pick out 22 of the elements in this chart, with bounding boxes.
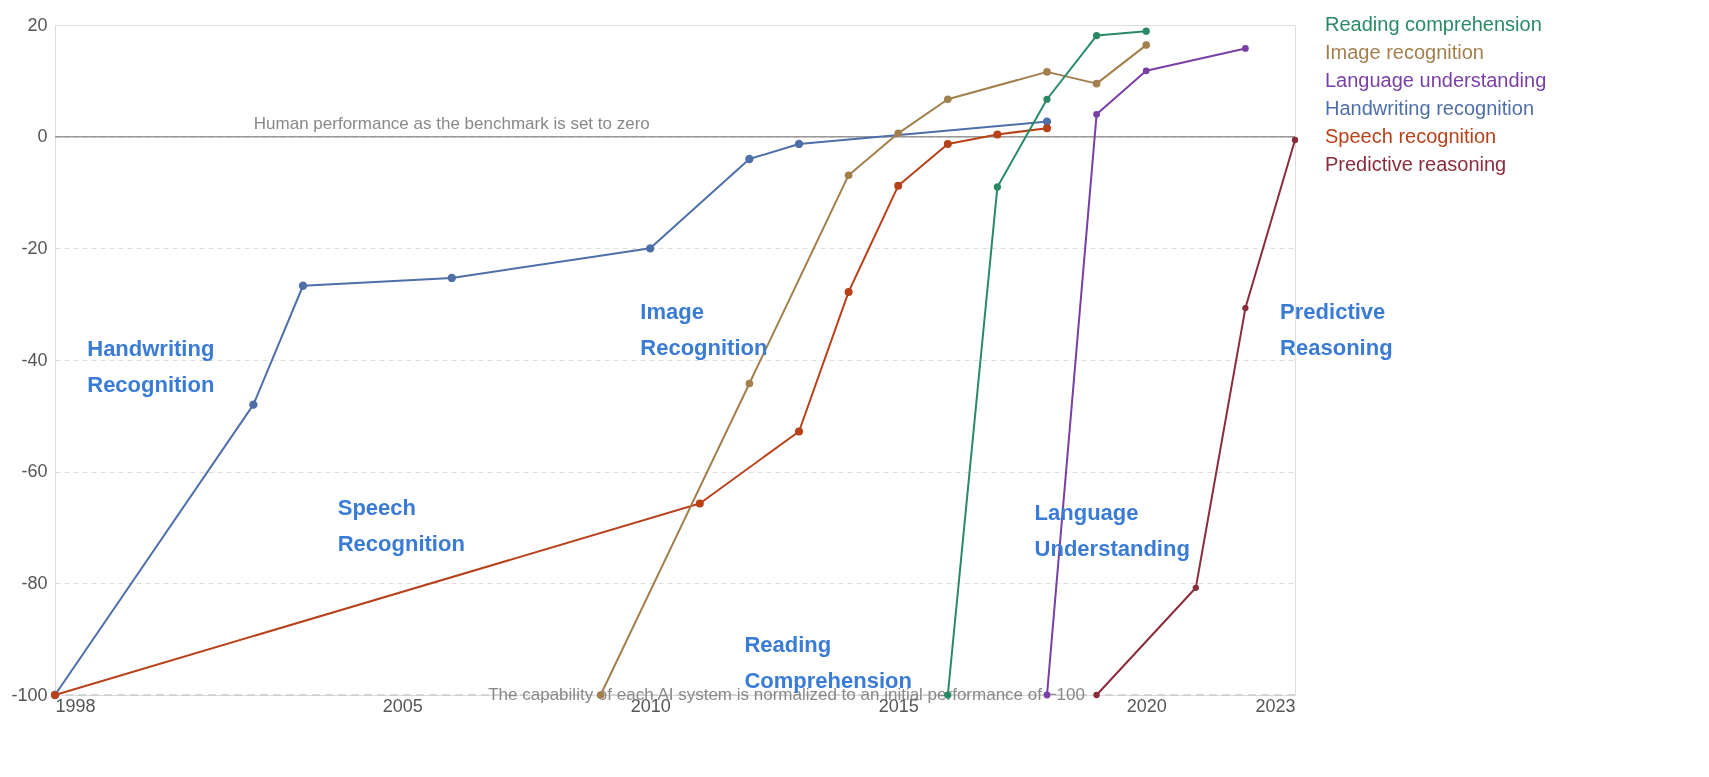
y-tick-label: 0 bbox=[37, 126, 48, 147]
text: Language understanding bbox=[1325, 69, 1547, 91]
x-tick-label: 2023 bbox=[1255, 695, 1296, 716]
x-tick-label: 2005 bbox=[382, 695, 423, 716]
annotation: Handwriting Recognition bbox=[87, 335, 215, 397]
annotation: Speech Recognition bbox=[337, 495, 465, 557]
y-tick-label: -80 bbox=[21, 572, 48, 593]
text: Image recognition bbox=[1325, 41, 1484, 63]
y-tick-label: -20 bbox=[21, 237, 48, 258]
y-tick-label: 20 bbox=[27, 14, 48, 35]
annotation: Predictive Reasoning bbox=[1280, 299, 1393, 361]
y-tick-label: -40 bbox=[21, 349, 48, 370]
series-label: Predictive reasoning bbox=[1325, 153, 1507, 175]
y-tick-label: -100 bbox=[11, 684, 48, 705]
x-tick-label: 1998 bbox=[55, 695, 96, 716]
x-tick-label: 2020 bbox=[1126, 695, 1167, 716]
y-tick-label: -60 bbox=[21, 461, 48, 482]
text: Reading comprehension bbox=[1325, 13, 1542, 35]
ref-line-label: Human performance as the benchmark is set to zero bbox=[253, 113, 650, 133]
annotation: Image Recognition bbox=[640, 299, 768, 361]
text: Speech recognition bbox=[1325, 125, 1497, 147]
text: Handwriting recognition bbox=[1325, 97, 1535, 119]
